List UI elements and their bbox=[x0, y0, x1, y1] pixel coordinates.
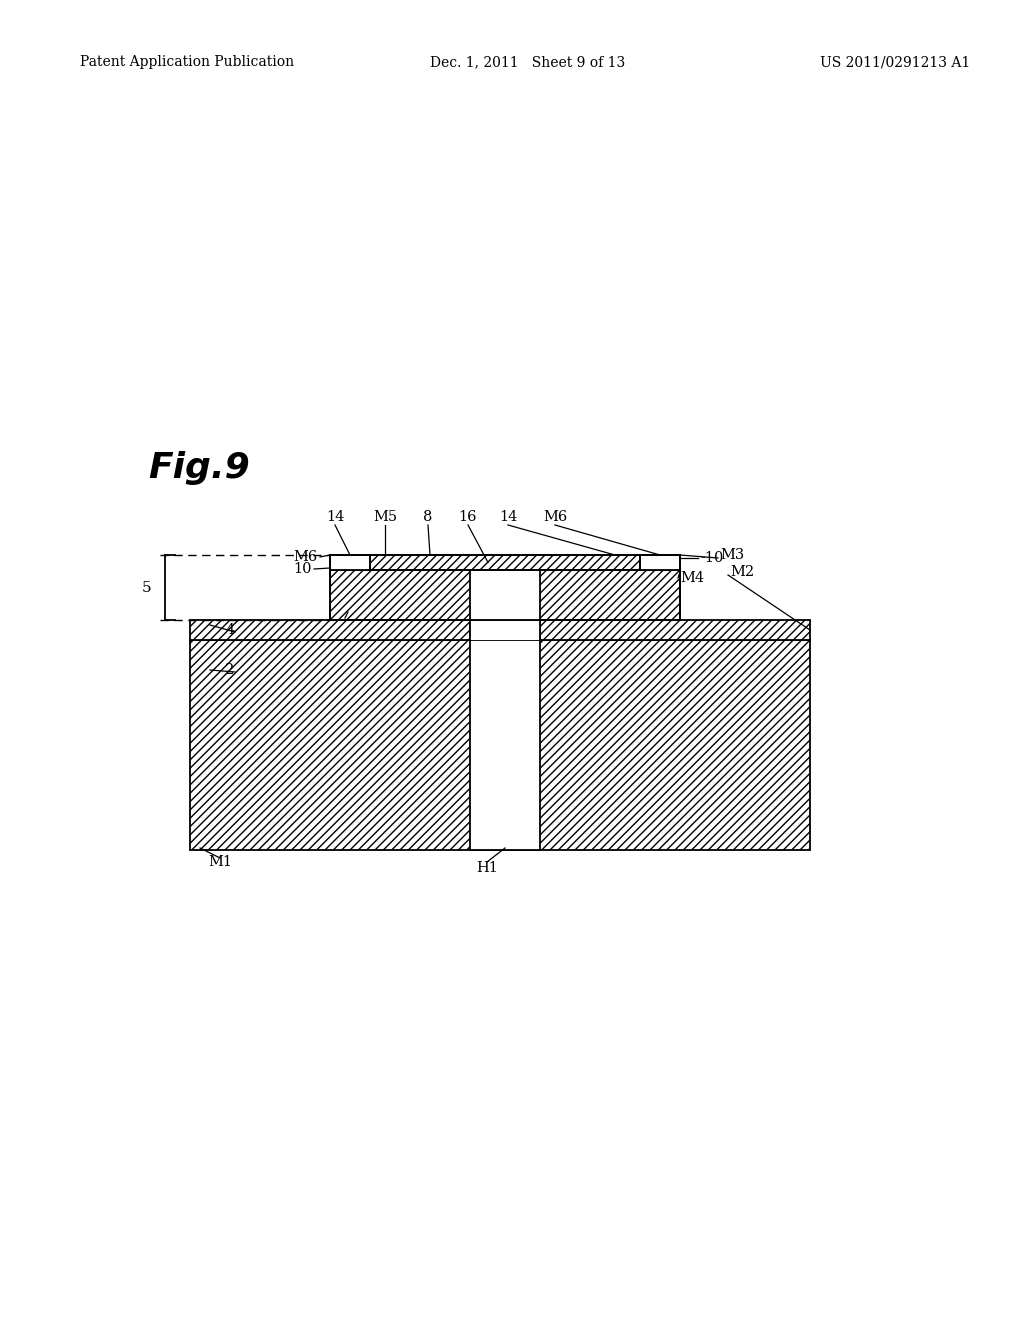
Text: Patent Application Publication: Patent Application Publication bbox=[80, 55, 294, 69]
Text: Fig.9: Fig.9 bbox=[148, 451, 250, 484]
Text: M6: M6 bbox=[543, 510, 567, 524]
Text: H1: H1 bbox=[476, 861, 498, 875]
Text: 14: 14 bbox=[499, 510, 517, 524]
Text: 4: 4 bbox=[225, 623, 234, 638]
Text: M5: M5 bbox=[373, 510, 397, 524]
Text: 2: 2 bbox=[225, 663, 234, 677]
Bar bbox=[470, 570, 540, 620]
Bar bbox=[640, 554, 680, 570]
Text: 14: 14 bbox=[326, 510, 344, 524]
Text: 5: 5 bbox=[142, 581, 152, 594]
Text: US 2011/0291213 A1: US 2011/0291213 A1 bbox=[820, 55, 971, 69]
Text: Dec. 1, 2011   Sheet 9 of 13: Dec. 1, 2011 Sheet 9 of 13 bbox=[430, 55, 626, 69]
Text: M2: M2 bbox=[730, 565, 754, 579]
Text: M6: M6 bbox=[294, 550, 318, 564]
Text: 9: 9 bbox=[340, 605, 349, 619]
Text: -10: -10 bbox=[700, 550, 723, 565]
Text: 8: 8 bbox=[423, 510, 433, 524]
Bar bbox=[470, 620, 540, 640]
Bar bbox=[330, 554, 370, 570]
Text: M4: M4 bbox=[680, 572, 705, 585]
Bar bbox=[365, 554, 645, 570]
Bar bbox=[470, 620, 540, 850]
Text: 10: 10 bbox=[294, 562, 312, 576]
Text: 16: 16 bbox=[459, 510, 477, 524]
Bar bbox=[190, 620, 810, 640]
Text: M3: M3 bbox=[720, 548, 744, 562]
Text: M1: M1 bbox=[208, 855, 232, 869]
Bar bbox=[190, 640, 810, 850]
Bar bbox=[330, 570, 680, 620]
